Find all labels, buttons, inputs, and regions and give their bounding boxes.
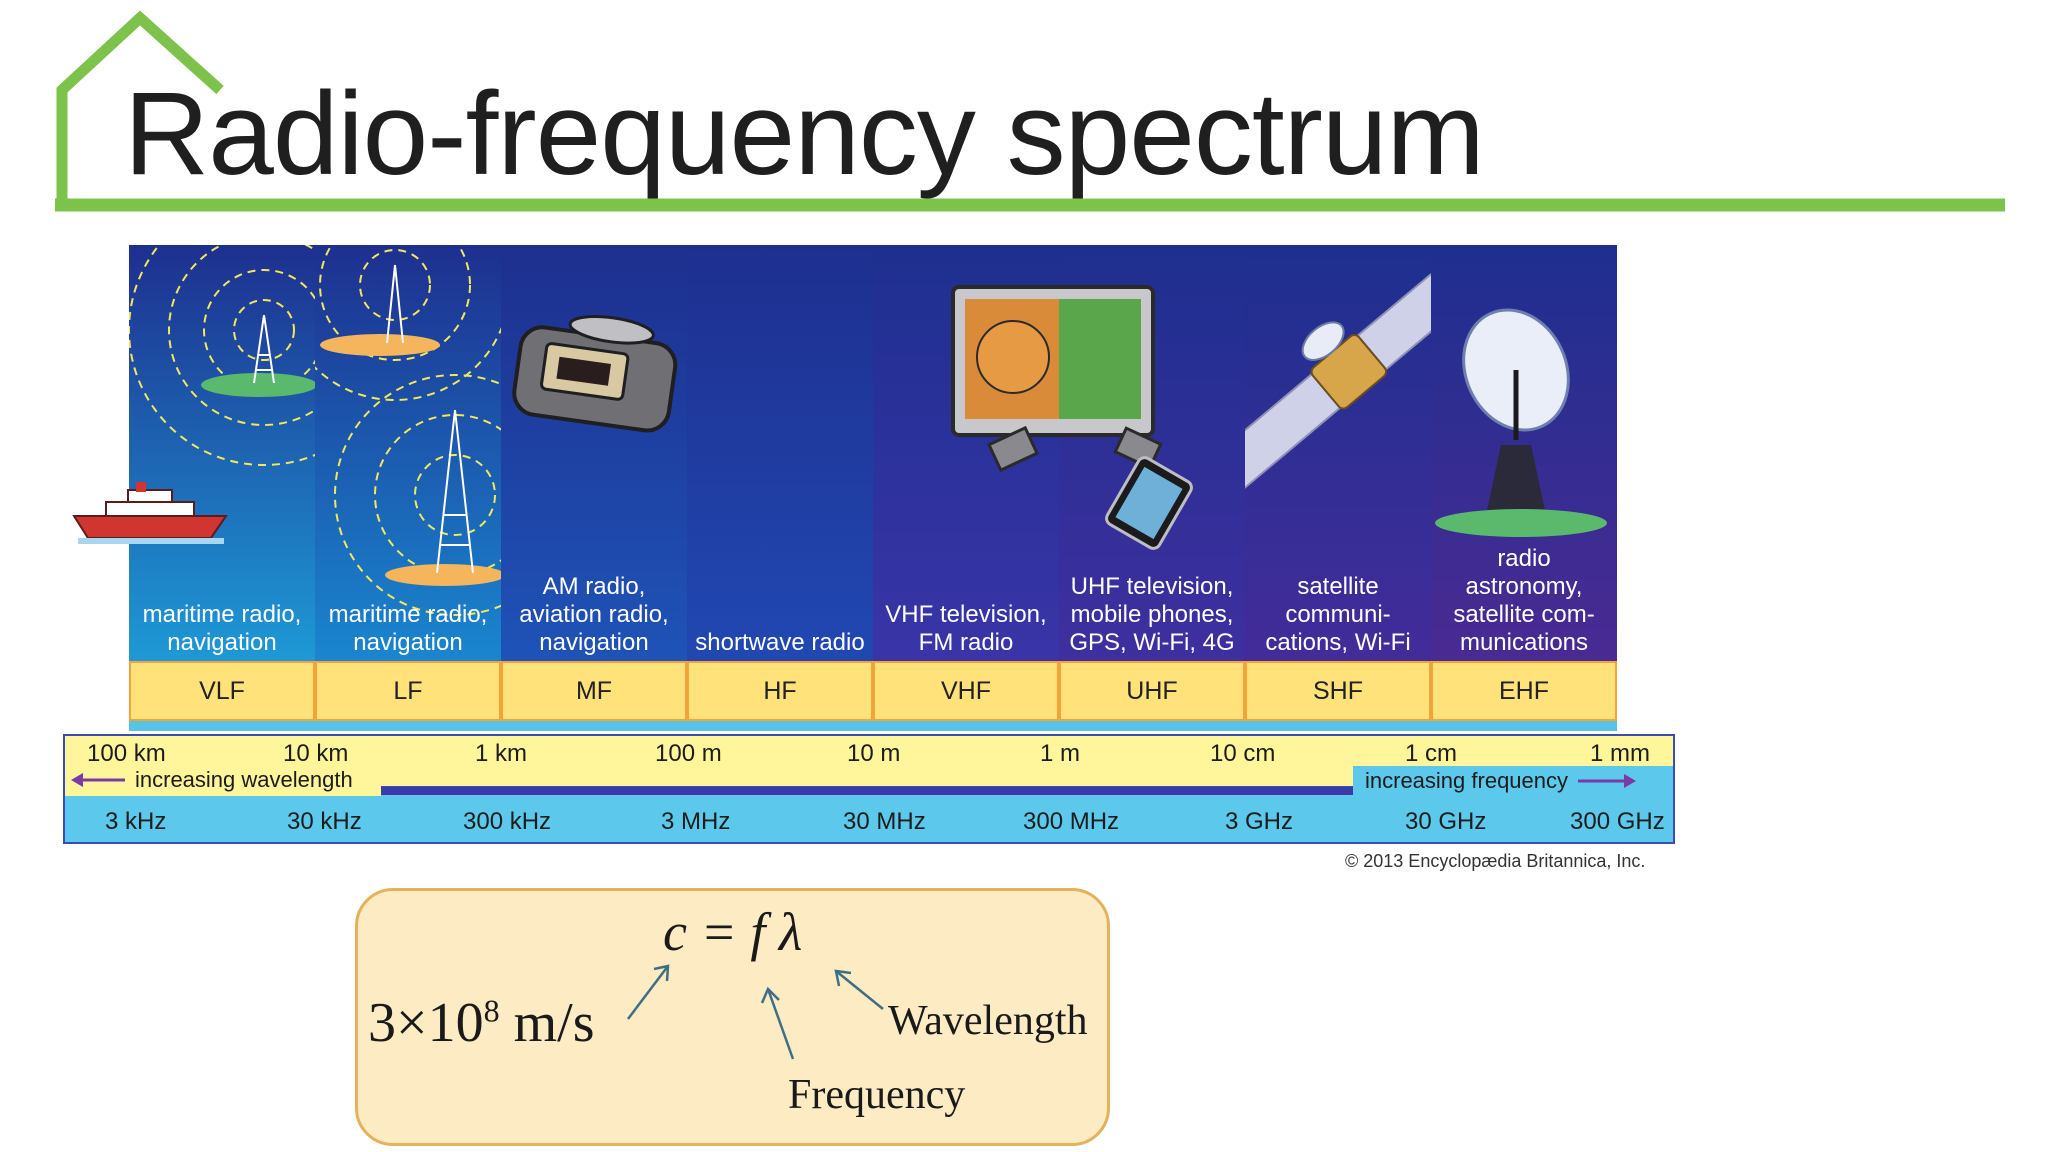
wavelength-tick: 1 cm — [1405, 740, 1458, 767]
wavelength-tick: 100 m — [655, 740, 722, 767]
ship-icon — [72, 482, 228, 544]
band-connector-strip — [129, 721, 1617, 731]
band-mf: AM radio, aviation radio, navigation — [501, 245, 687, 661]
wavelength-tick: 10 cm — [1210, 740, 1276, 767]
copyright-notice: © 2013 Encyclopædia Britannica, Inc. — [1345, 851, 1646, 871]
speed-base: 3×10 — [368, 992, 484, 1054]
television-icon — [951, 285, 1059, 473]
frequency-tick: 300 GHz — [1570, 808, 1665, 835]
band-lf: maritime radio, navigation — [315, 245, 501, 661]
band-ehf: radio astronomy, satellite com- municati… — [1431, 245, 1617, 661]
band-code: SHF — [1245, 661, 1431, 721]
band-shf: satellite communi- cations, Wi-Fi — [1245, 245, 1431, 661]
increasing-wavelength-note: increasing wavelength — [65, 764, 381, 796]
frequency-tick: 3 GHz — [1225, 808, 1294, 835]
band-vhf: VHF television, FM radio — [873, 245, 1059, 661]
island-icon — [320, 334, 440, 356]
band-code: VLF — [129, 661, 315, 721]
band-code: EHF — [1431, 661, 1617, 721]
band-label: AM radio, aviation radio, navigation — [519, 573, 669, 656]
band-label: radio astronomy, satellite com- municati… — [1453, 545, 1595, 656]
alarm-clock-radio-icon — [512, 315, 678, 433]
radio-tower-icon — [253, 314, 275, 384]
band-code: UHF — [1059, 661, 1245, 721]
arrow-icon — [627, 965, 669, 1020]
band-label: maritime radio, navigation — [328, 601, 488, 656]
increasing-wavelength-label: increasing wavelength — [135, 767, 353, 792]
wavelength-label: Wavelength — [888, 998, 1088, 1044]
band-hf: shortwave radio — [687, 245, 873, 661]
spectrum-diagram: maritime radio, navigation maritime radi… — [60, 245, 1680, 885]
island-icon — [201, 373, 315, 397]
band-label: UHF television, mobile phones, GPS, Wi-F… — [1069, 573, 1235, 656]
wavelength-tick: 10 m — [847, 740, 901, 767]
wavelength-tick: 1 mm — [1590, 740, 1650, 767]
frequency-tick: 3 MHz — [661, 808, 731, 835]
speed-of-light: 3×108 m/s — [368, 991, 595, 1055]
frequency-label: Frequency — [788, 1072, 966, 1118]
title-frame — [55, 10, 2005, 212]
frequency-tick: 30 kHz — [287, 808, 362, 835]
increasing-frequency-label: increasing frequency — [1365, 768, 1569, 793]
satellite-icon — [1245, 253, 1431, 490]
speed-exponent: 8 — [483, 992, 500, 1029]
band-label: maritime radio, navigation — [142, 601, 302, 656]
wave-equation: c = f λ — [663, 902, 803, 962]
island-icon — [1435, 509, 1607, 537]
band-uhf: UHF television, mobile phones, GPS, Wi-F… — [1059, 245, 1245, 661]
wavelength-tick: 10 km — [283, 740, 349, 767]
frequency-tick: 30 GHz — [1405, 808, 1487, 835]
formula-box: c = f λ 3×108 m/s Frequency Wavelength — [355, 888, 1110, 1146]
band-code: VHF — [873, 661, 1059, 721]
band-label: shortwave radio — [695, 629, 865, 656]
radio-waves-icon — [129, 245, 315, 466]
band-vlf: maritime radio, navigation — [129, 245, 315, 661]
frequency-tick: 300 kHz — [463, 808, 552, 835]
radio-waves-icon — [315, 245, 501, 616]
island-icon — [385, 564, 501, 586]
arrow-icon — [766, 988, 795, 1060]
radio-tower-icon — [386, 264, 474, 574]
wavelength-tick: 100 km — [87, 740, 166, 767]
formula-arrows — [627, 964, 884, 1060]
arrow-icon — [835, 970, 884, 1010]
wavelength-frequency-scale: 100 km 10 km 1 km 100 m 10 m 1 m 10 cm 1… — [63, 734, 1675, 844]
frequency-tick: 30 MHz — [843, 808, 926, 835]
arrow-left-icon — [71, 773, 125, 787]
frequency-row: 3 kHz 30 kHz 300 kHz 3 MHz 30 MHz 300 MH… — [63, 788, 1675, 844]
band-code: MF — [501, 661, 687, 721]
wavelength-tick: 1 m — [1040, 740, 1081, 767]
house-outline-icon — [56, 10, 224, 205]
frequency-tick: 3 kHz — [105, 808, 167, 835]
frequency-tick: 300 MHz — [1023, 808, 1120, 835]
band-code: LF — [315, 661, 501, 721]
band-label: VHF television, FM radio — [885, 601, 1047, 656]
increasing-frequency-note: increasing frequency — [1353, 766, 1673, 796]
wavelength-tick: 1 km — [475, 740, 528, 767]
speed-unit: m/s — [499, 992, 595, 1054]
radio-telescope-icon — [1435, 308, 1607, 537]
smartphone-icon — [1059, 285, 1193, 550]
band-label: satellite communi- cations, Wi-Fi — [1265, 573, 1411, 656]
arrow-right-icon — [1578, 774, 1637, 788]
page-title: Radio-frequency spectrum — [124, 68, 1485, 200]
band-code: HF — [687, 661, 873, 721]
scale-divider — [381, 787, 1353, 795]
